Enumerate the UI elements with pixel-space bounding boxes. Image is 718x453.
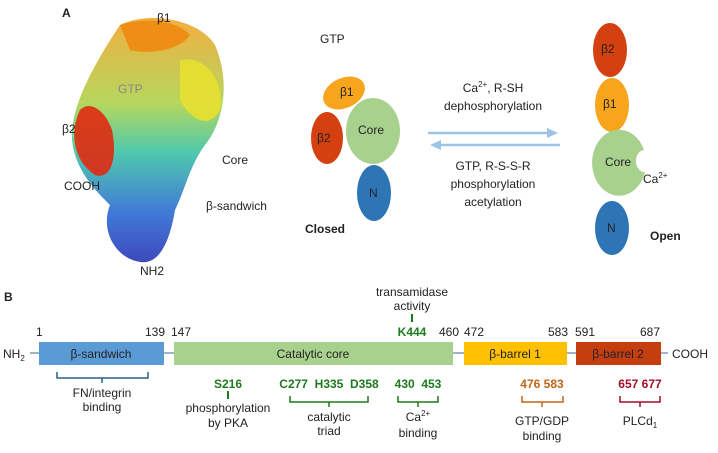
- panel-b-label: B: [4, 290, 13, 304]
- c-terminus: COOH: [672, 347, 708, 361]
- closed-n: N: [369, 186, 378, 200]
- residue-number: 583: [548, 325, 568, 339]
- residue-number: 460: [439, 325, 459, 339]
- closed-gtp: GTP: [320, 32, 345, 46]
- protein-structure: [71, 17, 224, 263]
- domain-beta-barrel-2: [576, 342, 661, 365]
- forward-conditions-2: dephosphorylation: [444, 99, 542, 113]
- closed-beta2: β2: [317, 131, 331, 145]
- residues-ca: 430 453: [395, 377, 442, 391]
- domain-label: Catalytic core: [277, 347, 350, 361]
- open-n: N: [607, 221, 616, 235]
- domain-label: β-barrel 1: [489, 347, 541, 361]
- domain-catalytic-core: [174, 342, 453, 365]
- open-beta2: β2: [601, 42, 615, 56]
- open-conformation: [592, 23, 645, 255]
- residue-number: 687: [640, 325, 660, 339]
- residue-number: 472: [464, 325, 484, 339]
- ca-label-2: binding: [399, 426, 438, 440]
- structure-label-core: Core: [222, 153, 248, 167]
- structure-label-beta2: β2: [62, 122, 76, 136]
- domain-bar: [39, 342, 661, 365]
- fn-label-1: FN/integrin: [73, 386, 132, 400]
- closed-conformation: [311, 76, 400, 221]
- reverse-conditions-3: acetylation: [464, 195, 521, 209]
- ca-label-1: Ca2+: [406, 409, 431, 424]
- open-core: Core: [605, 155, 631, 169]
- structure-label-beta-sandwich: β-sandwich: [206, 199, 267, 213]
- closed-core: Core: [358, 123, 384, 137]
- residues-gtp: 476 583: [520, 377, 564, 391]
- gtp-label-1: GTP/GDP: [515, 414, 569, 428]
- equilibrium-arrows: [428, 128, 560, 150]
- reverse-conditions-1: GTP, R-S-S-R: [455, 159, 530, 173]
- plc-label: PLCd1: [623, 414, 658, 430]
- gtp-label-2: binding: [523, 429, 562, 443]
- residue-number: 139: [145, 325, 165, 339]
- transamidase-label-1: transamidase: [376, 285, 448, 299]
- open-label: Open: [650, 229, 681, 243]
- open-beta1: β1: [603, 97, 617, 111]
- residue-k444: K444: [398, 325, 427, 339]
- structure-label-beta1: β1: [157, 11, 171, 25]
- triad-label-1: catalytic: [307, 410, 350, 424]
- residue-number: 591: [575, 325, 595, 339]
- structure-label-gtp: GTP: [118, 82, 143, 96]
- fn-label-2: binding: [83, 400, 122, 414]
- open-ca: Ca2+: [643, 171, 668, 186]
- domain-label: β-barrel 2: [592, 347, 644, 361]
- n-terminus: NH2: [3, 347, 25, 363]
- site-brackets: [56, 372, 661, 407]
- domain-beta-sandwich: [39, 342, 164, 365]
- residue-s216: S216: [214, 377, 242, 391]
- s216-label-2: by PKA: [208, 416, 248, 430]
- structure-label-cooh: COOH: [64, 179, 100, 193]
- residue-number: 147: [171, 325, 191, 339]
- domain-beta-barrel-1: [464, 342, 567, 365]
- structure-label-nh2: NH2: [140, 264, 164, 278]
- residue-number: 1: [36, 325, 43, 339]
- reverse-conditions-2: phosphorylation: [451, 177, 536, 191]
- transamidase-label-2: activity: [394, 299, 431, 313]
- closed-beta1: β1: [340, 85, 354, 99]
- residues-triad: C277 H335 D358: [279, 377, 379, 391]
- s216-label-1: phosphorylation: [186, 401, 271, 415]
- forward-conditions-1: Ca2+, R-SH: [463, 80, 523, 95]
- triad-label-2: triad: [317, 424, 340, 438]
- residues-plc: 657 677: [618, 377, 662, 391]
- closed-label: Closed: [305, 222, 345, 236]
- panel-a-label: A: [62, 6, 71, 20]
- domain-label: β-sandwich: [71, 347, 132, 361]
